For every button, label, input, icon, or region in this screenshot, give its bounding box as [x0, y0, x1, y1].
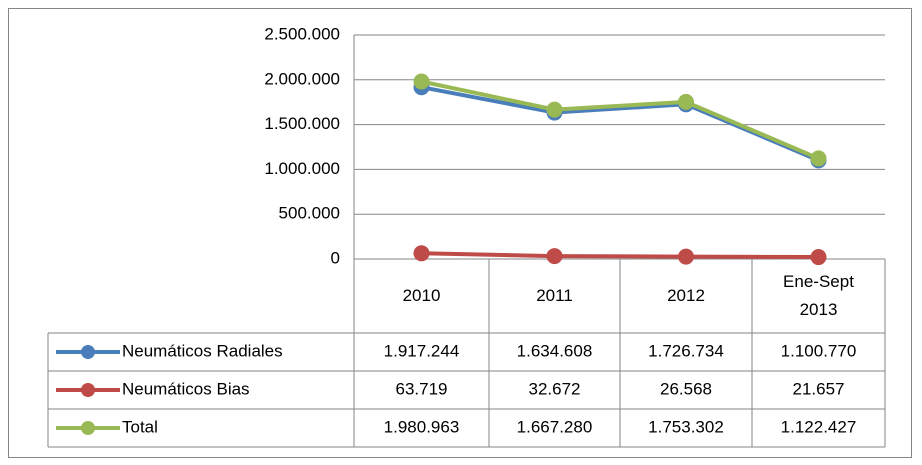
table-value: 1.917.244	[384, 341, 460, 360]
series-line	[421, 251, 819, 260]
data-point	[810, 249, 827, 266]
legend-key-marker	[81, 383, 95, 397]
table-value: 1.753.302	[648, 417, 724, 436]
table-value: 1.726.734	[648, 341, 724, 360]
legend-key-marker	[81, 345, 95, 359]
table-value: 21.657	[793, 379, 845, 398]
data-point	[546, 101, 563, 118]
y-tick-label: 2.000.000	[264, 69, 340, 88]
x-tick-label-wrap: Ene-Sept 2013	[752, 259, 885, 333]
y-tick-label: 1.000.000	[264, 159, 340, 178]
data-point	[413, 245, 430, 262]
x-tick-label-wrap: 2011	[489, 259, 620, 333]
legend-label: Neumáticos Bias	[122, 379, 250, 398]
x-tick-label: Ene-Sept 2013	[783, 272, 854, 319]
x-tick-label-box: 2012	[620, 259, 752, 333]
x-tick-label-wrap: 2010	[354, 259, 489, 333]
data-point	[810, 150, 827, 167]
chart-border	[8, 8, 912, 458]
table-value: 1.980.963	[384, 417, 460, 436]
y-tick-label: 1.500.000	[264, 114, 340, 133]
x-tick-label-box: 2011	[489, 259, 620, 333]
data-point	[413, 73, 430, 90]
table-value: 63.719	[396, 379, 448, 398]
legend-label: Total	[122, 417, 158, 436]
x-tick-label: 2012	[667, 286, 705, 305]
series-line	[421, 79, 820, 161]
y-tick-label: 2.500.000	[264, 24, 340, 43]
data-point	[546, 248, 563, 265]
x-tick-label-box: 2010	[354, 259, 489, 333]
x-tick-label-wrap: 2012	[620, 259, 752, 333]
y-tick-label: 500.000	[279, 204, 340, 223]
data-point	[678, 248, 694, 265]
table-value: 1.100.770	[781, 341, 857, 360]
table-value: 1.634.608	[517, 341, 593, 360]
table-value: 32.672	[529, 379, 581, 398]
legend-key-marker	[81, 421, 95, 435]
y-tick-label: 0	[331, 248, 340, 267]
data-point	[678, 93, 694, 110]
x-tick-label: 2011	[536, 286, 573, 305]
x-tick-label-box: Ene-Sept 2013	[752, 259, 885, 333]
legend-label: Neumáticos Radiales	[122, 341, 283, 360]
table-value: 26.568	[660, 379, 712, 398]
table-value: 1.667.280	[517, 417, 593, 436]
x-tick-label: 2010	[402, 286, 441, 305]
table-value: 1.122.427	[781, 417, 857, 436]
